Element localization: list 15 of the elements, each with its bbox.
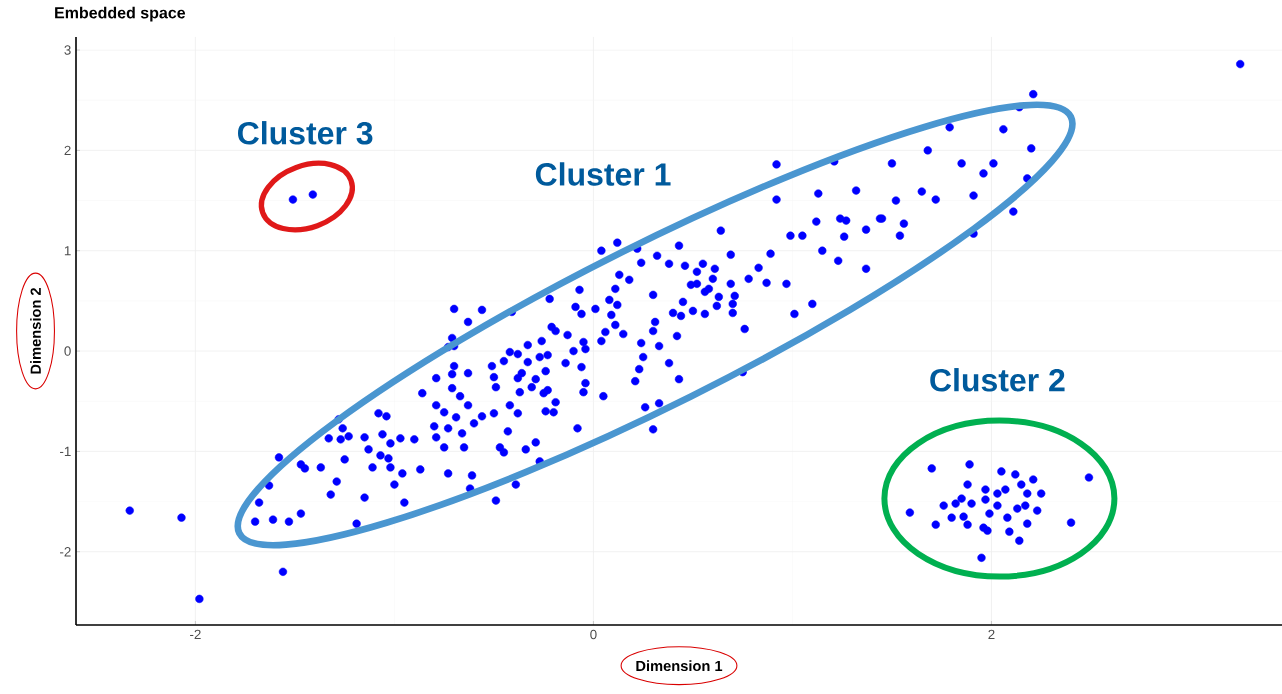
annotation: Cluster 2 [930, 368, 1065, 392]
y-tick-label: 1 [64, 246, 71, 256]
annotation: Cluster 3 [237, 121, 373, 145]
y-axis-title: Dimension 2 [30, 287, 41, 374]
y-tick-label: 3 [64, 45, 71, 55]
x-axis-title: Dimension 1 [636, 660, 723, 672]
chart-title: Embedded space [55, 6, 186, 22]
y-tick-label: -2 [60, 547, 71, 557]
y-tick-label: 2 [64, 145, 71, 156]
x-tick-label: 2 [988, 629, 995, 640]
x-tick-label: -2 [190, 629, 201, 640]
y-tick-label: 0 [64, 346, 71, 356]
y-tick-label: -1 [60, 446, 71, 456]
annotation: Cluster 1 [535, 162, 671, 186]
x-tick-label: 0 [590, 629, 597, 640]
